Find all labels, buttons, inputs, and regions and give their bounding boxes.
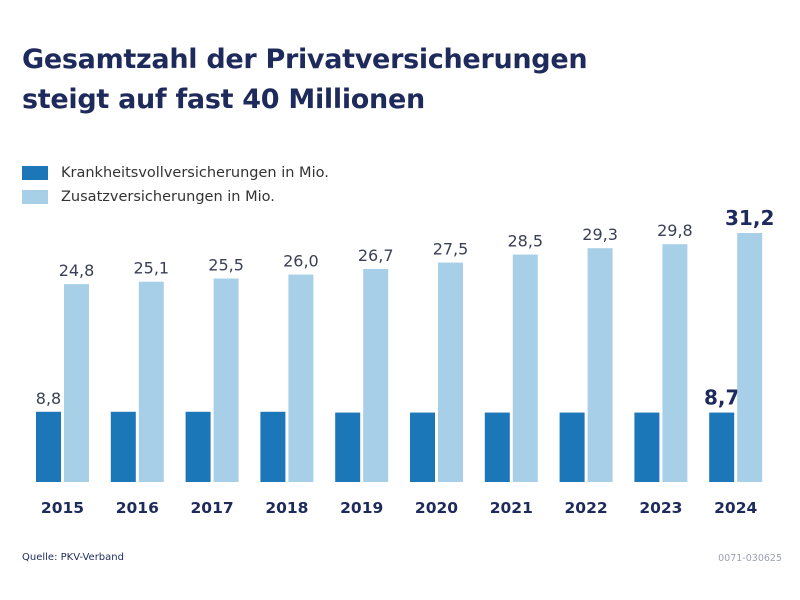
x-tick-label-2024: 2024 [714,499,757,517]
bar-zusatzversicherung-2024 [737,233,763,482]
data-label-zusatzversicherung-2021: 28,5 [507,232,543,251]
bar-vollversicherung-2017 [185,411,211,482]
x-tick-label-2018: 2018 [265,499,308,517]
data-label-zusatzversicherung-2022: 29,3 [582,225,618,244]
bar-vollversicherung-2015 [36,411,61,482]
data-label-zusatzversicherung-2019: 26,7 [358,246,394,265]
x-tick-label-2019: 2019 [340,499,383,517]
legend-item-krankheitsvollversicherungen: Krankheitsvollversicherungen in Mio. [22,161,329,185]
data-label-zusatzversicherung-2018: 26,0 [283,252,319,271]
data-label-zusatzversicherung-2024: 31,2 [725,206,774,230]
bar-vollversicherung-2016 [110,411,136,482]
legend-swatch-dark-blue [22,166,48,180]
bar-vollversicherung-2019 [335,412,361,482]
chart-title-line-2: steigt auf fast 40 Millionen [22,84,425,115]
bar-zusatzversicherung-2022 [587,248,613,482]
x-tick-label-2021: 2021 [490,499,533,517]
data-label-zusatzversicherung-2017: 25,5 [208,256,244,275]
x-tick-label-2016: 2016 [116,499,159,517]
x-tick-label-2015: 2015 [41,499,84,517]
chart-title: Gesamtzahl der Privatversicherungen stei… [22,40,762,120]
bar-zusatzversicherung-2021 [512,254,538,482]
x-tick-label-2020: 2020 [415,499,458,517]
data-label-zusatzversicherung-2015: 24,8 [59,261,95,280]
bar-vollversicherung-2020 [410,412,435,482]
chart-title-line-1: Gesamtzahl der Privatversicherungen [22,44,588,75]
x-tick-label-2023: 2023 [639,499,682,517]
bar-zusatzversicherung-2016 [138,281,164,482]
bar-vollversicherung-2021 [484,412,510,482]
bar-vollversicherung-2018 [260,411,286,482]
data-label-zusatzversicherung-2020: 27,5 [433,240,469,259]
chart-code: 0071-030625 [718,553,782,564]
bar-zusatzversicherung-2020 [438,262,463,482]
source-note: Quelle: PKV-Verband [22,552,124,563]
bar-zusatzversicherung-2017 [213,278,239,482]
data-label-zusatzversicherung-2023: 29,8 [657,221,693,240]
data-label-vollversicherung-2015: 8,8 [36,389,61,408]
data-label-vollversicherung-2024: 8,7 [704,386,739,410]
bar-zusatzversicherung-2023 [662,244,688,482]
legend: Krankheitsvollversicherungen in Mio. Zus… [22,161,329,209]
legend-item-zusatzversicherungen: Zusatzversicherungen in Mio. [22,185,329,209]
bar-vollversicherung-2023 [634,412,660,482]
legend-label: Krankheitsvollversicherungen in Mio. [61,165,329,181]
bar-vollversicherung-2022 [559,412,585,482]
legend-label: Zusatzversicherungen in Mio. [61,189,275,205]
data-label-zusatzversicherung-2016: 25,1 [133,259,169,278]
x-tick-label-2017: 2017 [191,499,234,517]
legend-swatch-light-blue [22,190,48,204]
x-tick-label-2022: 2022 [565,499,608,517]
bar-vollversicherung-2024 [709,412,735,482]
bar-zusatzversicherung-2019 [363,268,389,482]
bar-zusatzversicherung-2015 [64,284,89,482]
bar-zusatzversicherung-2018 [288,274,314,482]
